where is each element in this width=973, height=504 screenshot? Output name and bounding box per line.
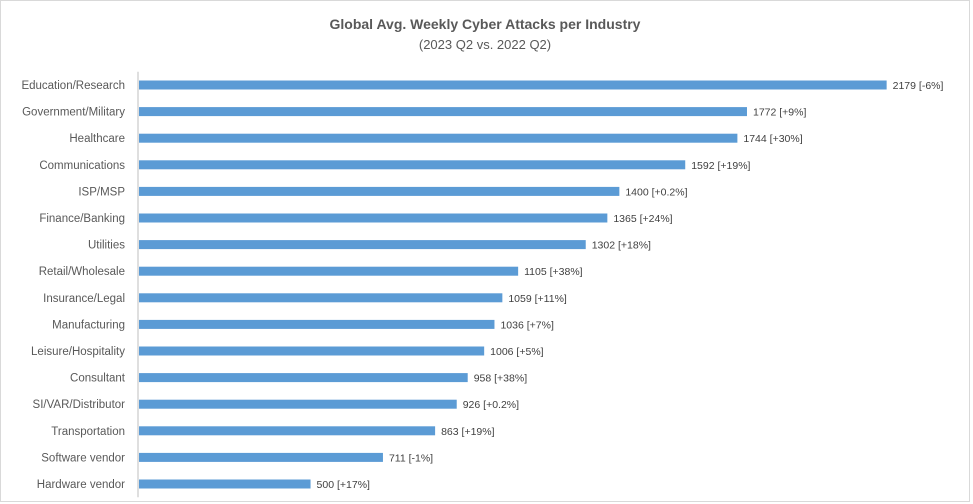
chart-subtitle: (2023 Q2 vs. 2022 Q2) bbox=[418, 37, 552, 52]
bar bbox=[139, 346, 485, 356]
data-label: 1302 [+18%] bbox=[592, 240, 651, 252]
category-label: SI/VAR/Distributor bbox=[33, 399, 126, 411]
category-labels-group: Education/Research Government/Military Hea… bbox=[21, 80, 125, 491]
category-label: Leisure/Hospitality bbox=[31, 346, 125, 358]
category-label: Utilities bbox=[88, 240, 125, 252]
category-label: Healthcare bbox=[69, 133, 125, 145]
bar bbox=[139, 240, 586, 250]
bar bbox=[139, 107, 747, 117]
bar bbox=[139, 426, 436, 436]
category-label: Education/Research bbox=[21, 80, 125, 92]
data-label: 500 [+17%] bbox=[317, 479, 371, 491]
bar bbox=[139, 399, 457, 409]
bar bbox=[139, 373, 468, 383]
data-label: 2179 [-6%] bbox=[893, 80, 944, 92]
chart-title: Global Avg. Weekly Cyber Attacks per Ind… bbox=[329, 16, 641, 32]
data-label: 958 [+38%] bbox=[474, 373, 528, 385]
data-label: 926 [+0.2%] bbox=[463, 399, 519, 411]
bar bbox=[139, 266, 519, 276]
data-label: 1400 [+0.2%] bbox=[625, 186, 687, 198]
data-label: 1365 [+24%] bbox=[613, 213, 672, 225]
category-label: Government/Military bbox=[22, 107, 125, 119]
category-label: Hardware vendor bbox=[37, 479, 125, 491]
category-label: Software vendor bbox=[41, 452, 125, 464]
bar bbox=[139, 213, 608, 223]
category-label: Communications bbox=[39, 160, 125, 172]
bar bbox=[139, 452, 383, 462]
data-label: 863 [+19%] bbox=[441, 426, 495, 438]
category-label: Retail/Wholesale bbox=[39, 266, 125, 278]
data-label: 1059 [+11%] bbox=[508, 293, 567, 305]
bar bbox=[139, 319, 495, 329]
category-label: Transportation bbox=[51, 426, 125, 438]
category-label: Insurance/Legal bbox=[43, 293, 125, 305]
bar bbox=[139, 479, 311, 489]
data-label: 1006 [+5%] bbox=[490, 346, 544, 358]
data-label: 711 [-1%] bbox=[389, 452, 433, 464]
category-label: Finance/Banking bbox=[39, 213, 125, 225]
data-labels-group: 2179 [-6%] 1772 [+9%] 1744 [+30%] 1592 [+19… bbox=[317, 80, 944, 491]
bar bbox=[139, 293, 503, 303]
category-label: ISP/MSP bbox=[78, 186, 125, 198]
category-label: Consultant bbox=[70, 373, 126, 385]
data-label: 1036 [+7%] bbox=[500, 319, 554, 331]
bar bbox=[139, 80, 887, 90]
data-label: 1772 [+9%] bbox=[753, 107, 807, 119]
data-label: 1105 [+38%] bbox=[524, 266, 583, 278]
category-label: Manufacturing bbox=[52, 319, 125, 331]
data-label: 1744 [+30%] bbox=[743, 133, 802, 145]
bar bbox=[139, 133, 738, 143]
bar bbox=[139, 160, 686, 170]
data-label: 1592 [+19%] bbox=[691, 160, 750, 172]
bars-group bbox=[139, 80, 887, 489]
bar bbox=[139, 186, 620, 196]
